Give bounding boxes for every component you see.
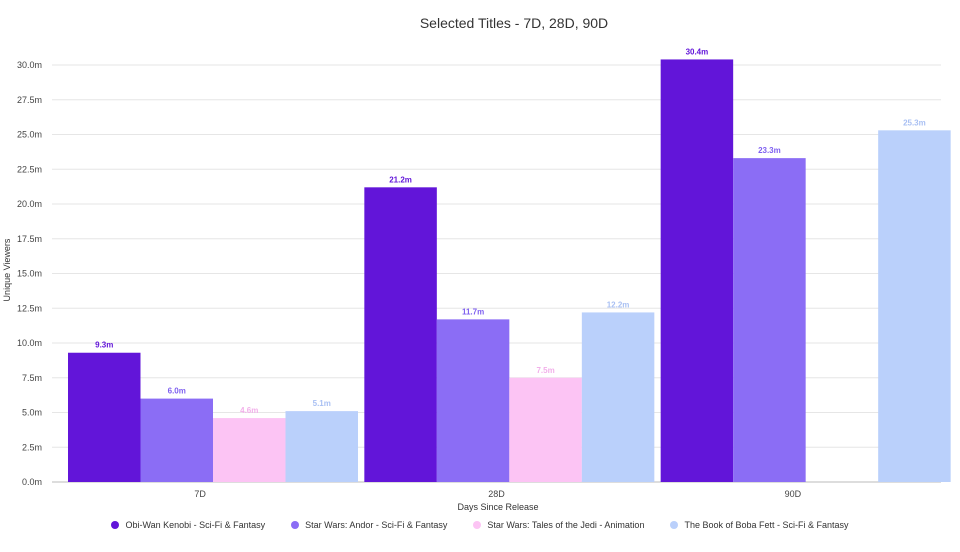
bar [140, 398, 213, 482]
legend-label: Star Wars: Tales of the Jedi - Animation [487, 520, 645, 530]
bar-value-label: 5.1m [313, 399, 331, 408]
legend-swatch [111, 521, 120, 529]
legend-swatch [291, 521, 300, 529]
bar-value-label: 30.4m [686, 47, 709, 56]
y-axis-ticks: 0.0m 2.5m 5.0m 7.5m 10.0m 12.5m 15.0m 17.5m 20.0… [17, 60, 42, 487]
bar [285, 411, 358, 482]
chart-title: Selected Titles - 7D, 28D, 90D [420, 15, 608, 31]
bar-value-label: 11.7m [462, 307, 484, 316]
legend: Obi-Wan Kenobi - Sci-Fi & Fantasy Star Wa… [0, 520, 960, 530]
y-tick-label: 5.0m [22, 408, 42, 418]
legend-label: Star Wars: Andor - Sci-Fi & Fantasy [305, 520, 448, 530]
x-tick-label: 7D [194, 489, 206, 499]
bar [364, 187, 437, 482]
x-tick-label: 28D [488, 489, 505, 499]
x-tick-label: 90D [785, 489, 802, 499]
bar [878, 130, 951, 482]
bar-value-label: 25.3m [903, 118, 926, 127]
legend-swatch [473, 521, 482, 529]
bars [68, 59, 951, 482]
bar [436, 319, 510, 482]
y-tick-label: 20.0m [17, 199, 42, 209]
y-tick-label: 12.5m [17, 303, 42, 313]
bar-value-label: 21.2m [389, 175, 412, 184]
bar-value-label: 12.2m [607, 300, 630, 309]
bar [509, 377, 582, 482]
y-tick-label: 25.0m [17, 130, 42, 140]
legend-swatch [670, 521, 679, 529]
y-tick-label: 2.5m [22, 442, 42, 452]
y-tick-label: 7.5m [22, 373, 42, 383]
legend-item[interactable]: Star Wars: Andor - Sci-Fi & Fantasy [291, 520, 447, 530]
y-tick-label: 27.5m [17, 95, 42, 105]
y-tick-label: 22.5m [17, 164, 42, 174]
y-tick-label: 15.0m [17, 269, 42, 279]
x-axis-label: Days Since Release [457, 502, 538, 512]
y-tick-label: 0.0m [22, 477, 42, 487]
bar-value-label: 7.5m [536, 366, 554, 375]
bar [213, 418, 286, 482]
legend-label: Obi-Wan Kenobi - Sci-Fi & Fantasy [125, 520, 266, 530]
bar [68, 352, 141, 482]
y-tick-label: 10.0m [17, 338, 42, 348]
legend-item[interactable]: Star Wars: Tales of the Jedi - Animation [473, 520, 644, 530]
bar-labels: 9.3m 6.0m 4.6m 5.1m 21.2m 11.7m 7.5m 12.2m 30.4m… [95, 47, 926, 415]
y-tick-label: 17.5m [17, 234, 42, 244]
x-axis-ticks: 7D 28D 90D [194, 489, 801, 499]
bar [660, 59, 734, 482]
legend-label: The Book of Boba Fett - Sci-Fi & Fantasy [684, 520, 849, 530]
bar-value-label: 23.3m [758, 146, 781, 155]
bar-chart: Selected Titles - 7D, 28D, 90D 0.0m 2.5m 5… [2, 15, 951, 512]
bar-value-label: 4.6m [240, 406, 258, 415]
y-axis-label: Unique Viewers [2, 238, 12, 301]
legend-item[interactable]: Obi-Wan Kenobi - Sci-Fi & Fantasy [111, 520, 265, 530]
bar [581, 312, 655, 482]
legend-item[interactable]: The Book of Boba Fett - Sci-Fi & Fantasy [670, 520, 849, 530]
bar-value-label: 6.0m [168, 387, 186, 396]
y-tick-label: 30.0m [17, 60, 42, 70]
bar-value-label: 9.3m [95, 341, 113, 350]
bar [733, 158, 806, 482]
